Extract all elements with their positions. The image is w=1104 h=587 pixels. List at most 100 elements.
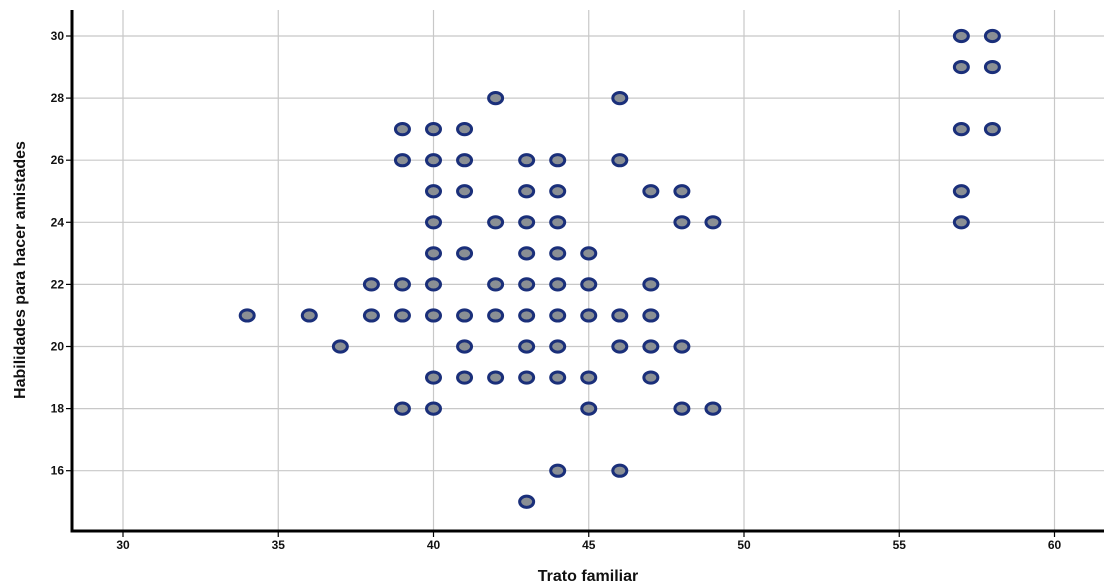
data-point xyxy=(425,153,442,168)
data-point xyxy=(549,153,567,168)
data-point xyxy=(642,370,660,385)
data-point xyxy=(673,401,691,416)
data-point xyxy=(549,308,567,323)
axes xyxy=(70,10,1104,533)
data-point xyxy=(611,463,629,478)
data-point xyxy=(952,184,970,199)
data-point xyxy=(952,215,970,230)
y-tick-label: 26 xyxy=(51,153,65,167)
data-point xyxy=(425,184,442,199)
data-point xyxy=(425,401,442,416)
x-axis-title: Trato familiar xyxy=(538,568,638,585)
data-point xyxy=(673,184,691,199)
y-tick-label: 28 xyxy=(51,91,65,105)
x-tick-labels: 30 35 40 45 50 55 60 xyxy=(116,531,1061,552)
y-tick-label: 16 xyxy=(51,464,65,478)
data-point xyxy=(549,339,567,354)
y-tick-labels: 16 18 20 22 24 26 28 30 xyxy=(51,29,72,478)
data-point xyxy=(456,339,474,354)
data-point xyxy=(673,339,691,354)
data-point xyxy=(425,370,442,385)
data-point xyxy=(549,370,567,385)
data-point xyxy=(518,184,536,199)
data-point xyxy=(611,91,629,106)
data-point xyxy=(518,153,536,168)
data-points xyxy=(238,28,1001,509)
data-point xyxy=(549,215,567,230)
data-point xyxy=(704,401,722,416)
data-point xyxy=(362,308,380,323)
data-point xyxy=(331,339,349,354)
data-point xyxy=(487,277,505,292)
data-point xyxy=(611,339,629,354)
data-point xyxy=(611,153,629,168)
y-tick-label: 30 xyxy=(51,29,65,43)
data-point xyxy=(425,215,442,230)
data-point xyxy=(393,401,411,416)
data-point xyxy=(580,370,598,385)
data-point xyxy=(580,246,598,261)
data-point xyxy=(456,153,474,168)
data-point xyxy=(487,91,505,106)
data-point xyxy=(393,153,411,168)
data-point xyxy=(362,277,380,292)
data-point xyxy=(425,277,442,292)
data-point xyxy=(952,28,970,44)
data-point xyxy=(549,277,567,292)
x-tick-label: 55 xyxy=(893,538,907,552)
data-point xyxy=(393,122,411,137)
data-point xyxy=(642,184,660,199)
data-point xyxy=(518,339,536,354)
data-point xyxy=(456,122,474,137)
data-point xyxy=(549,184,567,199)
data-point xyxy=(983,122,1001,137)
grid xyxy=(72,10,1104,531)
y-tick-label: 18 xyxy=(51,402,65,416)
data-point xyxy=(549,246,567,261)
data-point xyxy=(425,308,442,323)
x-tick-label: 30 xyxy=(116,538,130,552)
data-point xyxy=(704,215,722,230)
data-point xyxy=(393,308,411,323)
data-point xyxy=(580,308,598,323)
data-point xyxy=(983,59,1001,75)
data-point xyxy=(580,401,598,416)
data-point xyxy=(642,308,660,323)
x-tick-label: 45 xyxy=(582,538,596,552)
data-point xyxy=(487,308,505,323)
data-point xyxy=(425,122,442,137)
y-tick-label: 20 xyxy=(51,340,65,354)
x-tick-label: 50 xyxy=(737,538,751,552)
data-point xyxy=(642,339,660,354)
x-tick-label: 60 xyxy=(1048,538,1062,552)
data-point xyxy=(456,184,474,199)
data-point xyxy=(518,246,536,261)
data-point xyxy=(456,370,474,385)
data-point xyxy=(518,277,536,292)
data-point xyxy=(549,463,567,478)
data-point xyxy=(518,370,536,385)
data-point xyxy=(456,308,474,323)
data-point xyxy=(487,370,505,385)
data-point xyxy=(580,277,598,292)
data-point xyxy=(425,246,442,261)
data-point xyxy=(952,122,970,137)
y-tick-label: 22 xyxy=(51,277,65,291)
data-point xyxy=(300,308,318,323)
data-point xyxy=(673,215,691,230)
data-point xyxy=(983,28,1001,44)
y-axis-title: Habilidades para hacer amistades xyxy=(12,141,29,399)
data-point xyxy=(393,277,411,292)
x-tick-label: 35 xyxy=(272,538,286,552)
data-point xyxy=(518,308,536,323)
data-point xyxy=(518,215,536,230)
data-point xyxy=(456,246,474,261)
data-point xyxy=(952,59,970,75)
data-point xyxy=(238,308,256,323)
data-point xyxy=(487,215,505,230)
x-tick-label: 40 xyxy=(427,538,441,552)
data-point xyxy=(642,277,660,292)
data-point xyxy=(611,308,629,323)
y-tick-label: 24 xyxy=(51,215,65,229)
